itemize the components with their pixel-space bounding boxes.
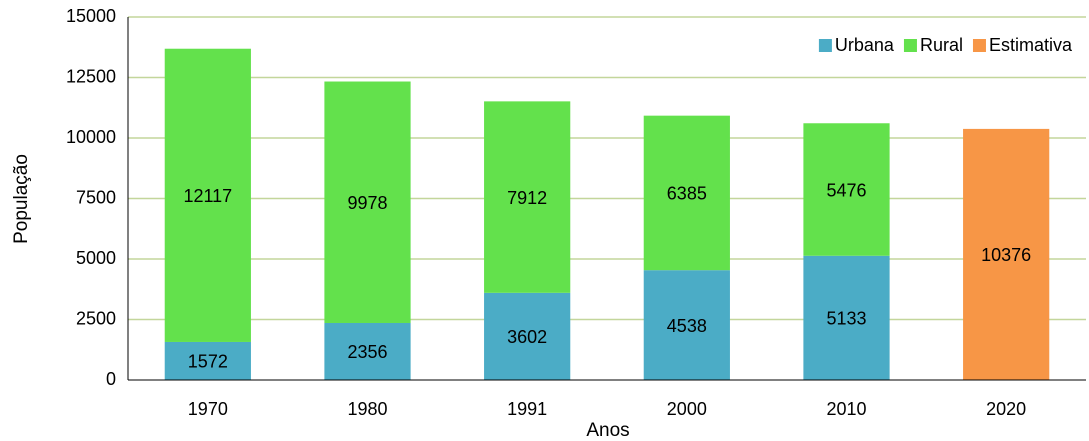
bar-segment <box>164 341 251 380</box>
legend-label: Urbana <box>835 35 895 55</box>
bar-segment <box>643 270 730 380</box>
x-tick-label: 1970 <box>188 399 228 419</box>
data-label: 5476 <box>826 180 866 200</box>
x-tick-label: 2010 <box>826 399 866 419</box>
bar-segment <box>643 115 730 271</box>
data-label: 9978 <box>347 193 387 213</box>
data-label: 4538 <box>667 316 707 336</box>
data-label: 1572 <box>188 352 228 372</box>
y-axis-label: População <box>11 154 32 244</box>
bar-segment <box>324 322 411 380</box>
y-tick-label: 12500 <box>66 66 116 86</box>
bar-segment <box>324 81 411 323</box>
x-axis-label: Anos <box>586 420 629 441</box>
data-label: 2356 <box>347 342 387 362</box>
legend-swatch <box>972 39 986 52</box>
y-tick-label: 5000 <box>76 248 116 268</box>
data-label: 5133 <box>826 309 866 329</box>
data-label: 6385 <box>667 184 707 204</box>
data-label: 3602 <box>507 327 547 347</box>
legend-swatch <box>818 39 832 52</box>
data-label: 7912 <box>507 188 547 208</box>
bar-segment <box>963 128 1050 380</box>
y-tick-label: 15000 <box>66 6 116 26</box>
bar-segment <box>803 123 890 256</box>
data-label: 12117 <box>183 186 232 206</box>
y-tick-label: 7500 <box>76 187 116 207</box>
legend-swatch <box>903 39 917 52</box>
y-tick-label: 2500 <box>76 308 116 328</box>
bar-segment <box>484 101 571 293</box>
x-tick-label: 2020 <box>986 399 1026 419</box>
legend-label: Rural <box>920 35 963 55</box>
data-label: 10376 <box>981 245 1031 265</box>
x-tick-label: 1980 <box>347 399 387 419</box>
x-tick-label: 2000 <box>667 399 707 419</box>
x-tick-label: 1991 <box>507 399 547 419</box>
y-tick-label: 0 <box>106 369 116 389</box>
legend-label: Estimativa <box>989 35 1073 55</box>
bar-segment <box>803 255 890 380</box>
bar-segment <box>164 48 251 342</box>
y-tick-label: 10000 <box>66 127 116 147</box>
bar-segment <box>484 292 571 380</box>
